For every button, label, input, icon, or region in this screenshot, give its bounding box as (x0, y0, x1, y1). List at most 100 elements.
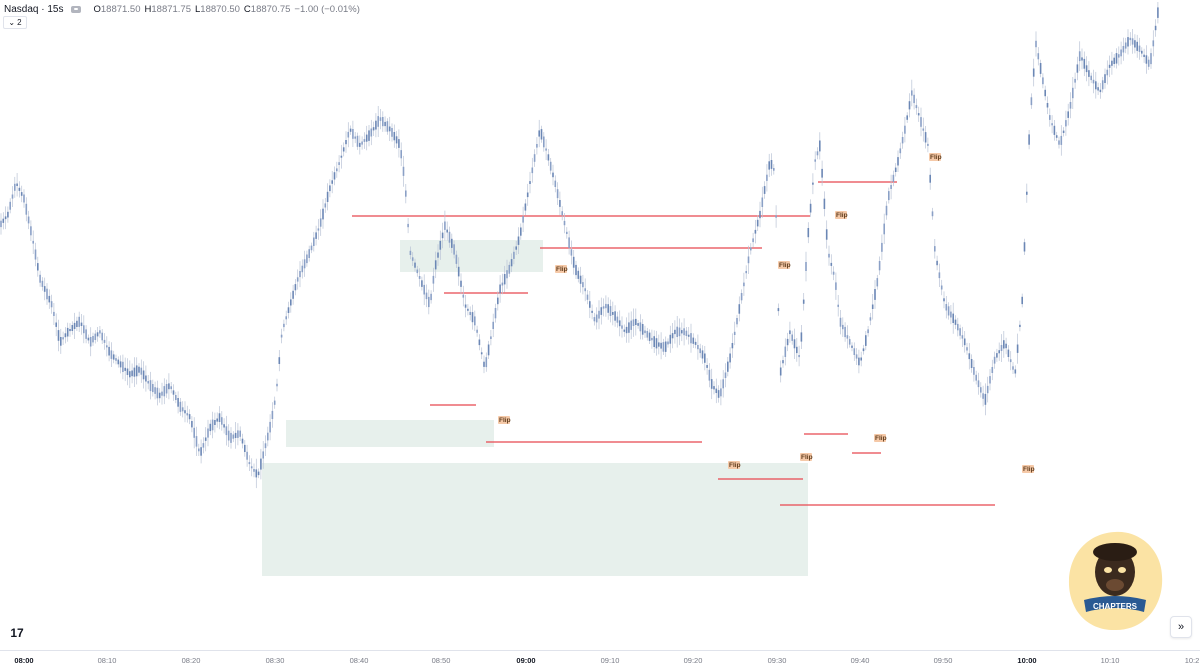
candle (731, 343, 734, 349)
candle (952, 313, 954, 323)
flip-label: Flip (929, 153, 942, 161)
svg-text:Flip: Flip (779, 262, 791, 269)
zone-top (400, 240, 543, 272)
candle (998, 350, 1000, 354)
candle (165, 384, 168, 394)
candle (591, 310, 593, 313)
candle (460, 280, 462, 287)
candle (1069, 102, 1072, 109)
candle (589, 301, 591, 308)
candle (124, 367, 126, 371)
candle (1072, 87, 1074, 99)
candle (531, 167, 534, 174)
candle (131, 370, 133, 377)
candle (598, 310, 600, 319)
candle (53, 311, 55, 316)
candle (869, 317, 872, 321)
candle (752, 238, 754, 243)
candle (246, 451, 248, 460)
candle (1026, 191, 1028, 195)
candle (837, 304, 839, 307)
candle (414, 262, 416, 268)
candle (1127, 37, 1129, 47)
candle (184, 410, 186, 414)
candle (1150, 53, 1152, 65)
scroll-to-realtime-button[interactable]: » (1170, 616, 1192, 638)
price-chart[interactable]: Flip Flip Flip Flip Flip Flip Flip Flip Flip (0, 0, 1200, 650)
candle (382, 117, 384, 127)
candle (14, 183, 16, 191)
candle (280, 334, 283, 338)
candle (1113, 57, 1115, 64)
candle (538, 130, 540, 137)
eye-icon[interactable] (71, 5, 82, 13)
candle (1014, 369, 1017, 374)
symbol-label[interactable]: Nasdaq · 15s (4, 3, 64, 15)
candle (929, 174, 931, 183)
candle (331, 180, 333, 184)
chevron-down-icon: ⌄ (8, 18, 16, 27)
candle (609, 306, 612, 316)
candle (807, 228, 810, 238)
candle (1030, 97, 1033, 106)
candle (639, 322, 642, 332)
tradingview-logo[interactable]: 17 (10, 625, 24, 640)
candle (441, 232, 444, 239)
candle (391, 128, 393, 137)
candle (648, 332, 651, 341)
candle (250, 466, 253, 469)
candle (177, 398, 179, 407)
double-chevron-right-icon: » (1177, 621, 1185, 633)
time-tick: 09:00 (516, 656, 536, 665)
candle (1000, 345, 1003, 351)
candle (1058, 140, 1060, 145)
candle (653, 336, 655, 347)
candle (871, 304, 874, 309)
candle (455, 254, 458, 264)
candle (520, 227, 522, 236)
candle (977, 380, 980, 388)
candle (761, 197, 764, 207)
candle (446, 229, 448, 233)
candle (101, 332, 103, 341)
candle (959, 328, 961, 336)
candle (428, 296, 430, 308)
candle (545, 148, 547, 151)
candle (170, 386, 172, 390)
candle (1021, 296, 1023, 305)
candle (832, 271, 835, 275)
candle (487, 344, 490, 356)
candle (883, 223, 885, 235)
candle (158, 392, 161, 399)
time-tick: 09:20 (683, 656, 703, 665)
candle (273, 400, 276, 405)
candle (218, 413, 221, 422)
svg-text:Flip: Flip (499, 417, 511, 424)
candle (747, 256, 750, 264)
candle (710, 379, 713, 389)
candle (897, 157, 899, 166)
candle (607, 304, 609, 313)
candle (202, 443, 205, 448)
candle (483, 361, 485, 367)
candle (308, 249, 310, 258)
candle (400, 150, 402, 159)
candle (623, 329, 626, 332)
candle (1145, 55, 1148, 64)
candle (628, 322, 630, 333)
svg-text:Flip: Flip (836, 212, 848, 219)
time-tick: 10:10 (1100, 656, 1120, 665)
candle (264, 443, 267, 449)
candle (825, 229, 828, 240)
candle (667, 341, 669, 345)
candle (365, 134, 368, 142)
candle (911, 90, 913, 96)
open-value: 18871.50 (100, 3, 141, 15)
candle (1023, 242, 1026, 252)
candle (993, 356, 996, 364)
indicators-collapse-button[interactable]: ⌄ 2 (3, 16, 27, 29)
candle (211, 419, 214, 431)
candle (1138, 45, 1141, 52)
time-axis[interactable]: 08:00 08:10 08:20 08:30 08:40 08:50 09:00 09:10… (0, 650, 1200, 668)
candle (32, 240, 34, 244)
